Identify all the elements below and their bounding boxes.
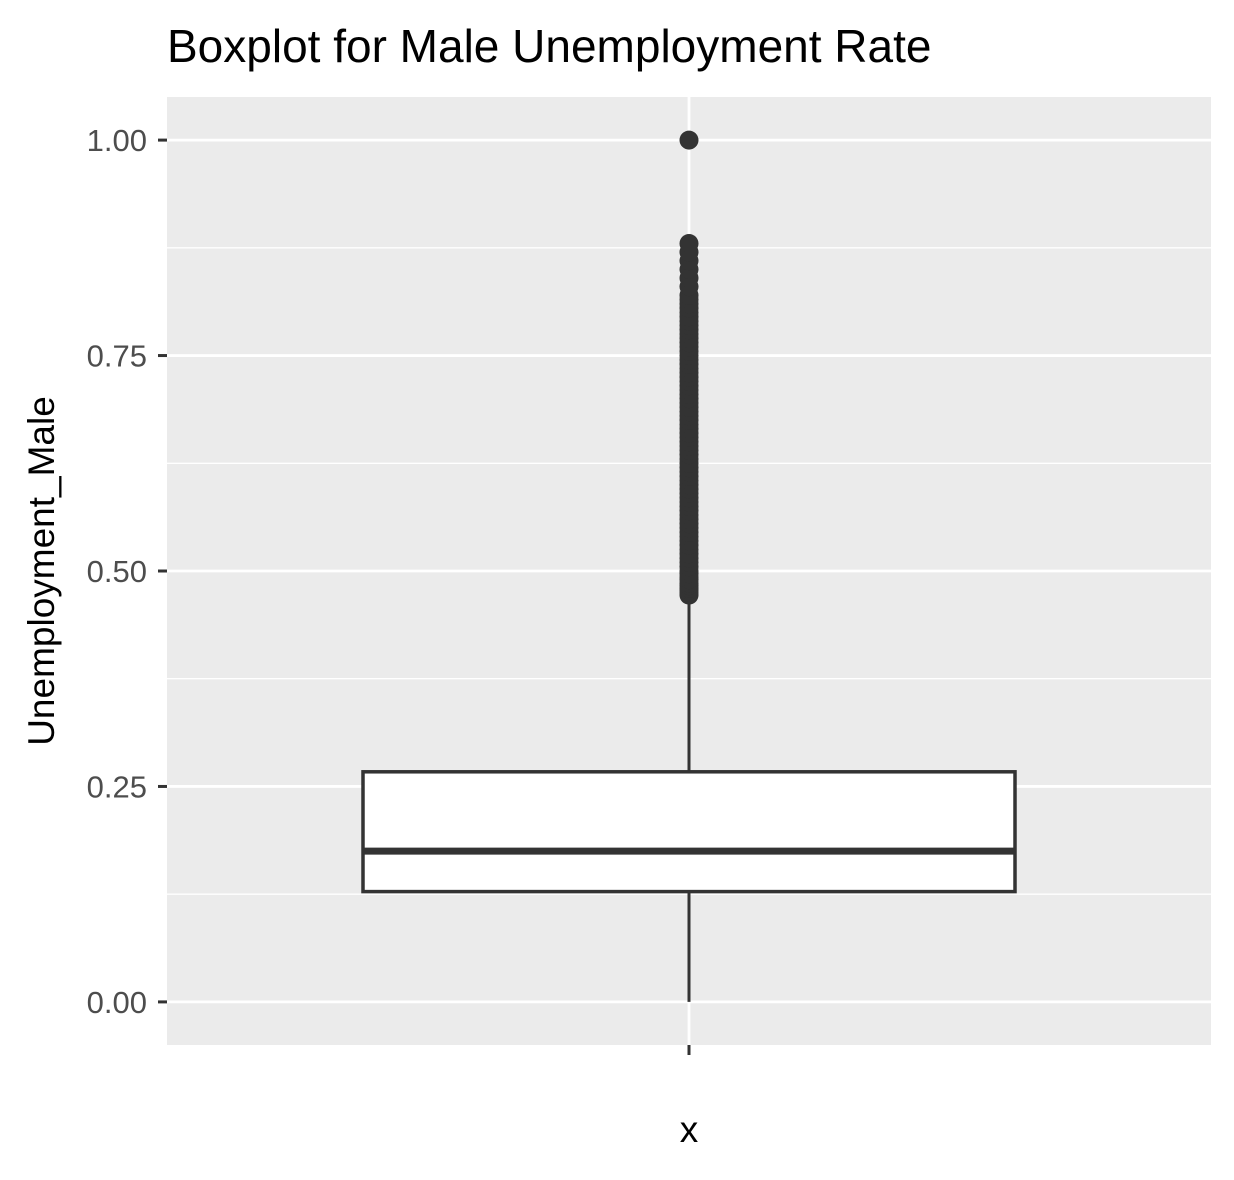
y-tick-label: 1.00 <box>87 123 147 158</box>
y-tick-label: 0.25 <box>87 769 147 804</box>
box <box>361 770 1017 894</box>
chart-title: Boxplot for Male Unemployment Rate <box>167 20 931 72</box>
y-axis-label: Unemployment_Male <box>21 396 62 746</box>
y-tick-label: 0.50 <box>87 554 147 589</box>
x-axis-label: x <box>680 1109 699 1150</box>
y-tick-label: 0.00 <box>87 985 147 1020</box>
y-tick-label: 0.75 <box>87 339 147 374</box>
axes: 0.00 0.25 0.50 0.75 1.00 <box>87 123 691 1055</box>
outlier-point <box>679 234 699 254</box>
iqr-box <box>361 770 1017 894</box>
outlier-point <box>679 130 699 150</box>
outliers <box>679 130 699 605</box>
